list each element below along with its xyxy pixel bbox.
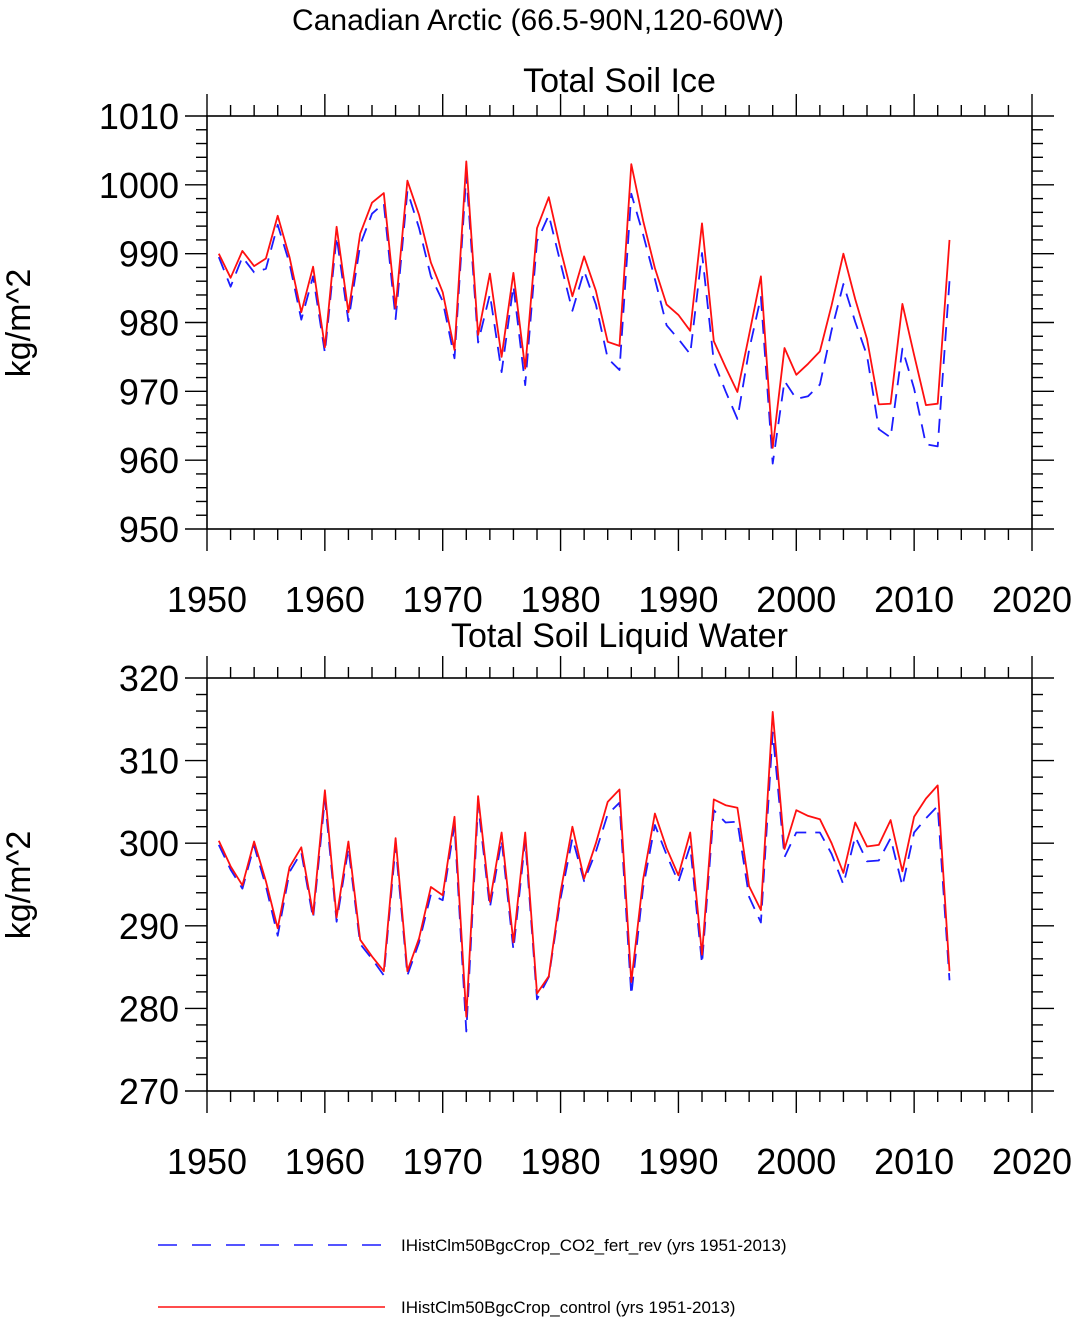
legend: IHistClm50BgcCrop_CO2_fert_rev (yrs 1951…	[158, 1236, 787, 1317]
x-tick-label: 2000	[756, 1141, 836, 1182]
x-tick-label: 2020	[992, 1141, 1072, 1182]
x-tick-label: 1950	[167, 1141, 247, 1182]
y-tick-label: 1010	[99, 96, 179, 137]
soil-ice-title: Total Soil Ice	[523, 62, 716, 100]
soil-liquid-water-title: Total Soil Liquid Water	[451, 617, 788, 655]
x-tick-label: 2010	[874, 1141, 954, 1182]
y-tick-label: 310	[119, 741, 179, 782]
x-tick-label: 1980	[521, 1141, 601, 1182]
x-tick-label: 2000	[756, 579, 836, 620]
y-tick-label: 290	[119, 906, 179, 947]
x-tick-label: 1980	[521, 579, 601, 620]
soil-liquid-water-ylabel: kg/m^2	[0, 831, 38, 940]
soil-liquid-water-control-line	[217, 711, 951, 1018]
x-tick-label: 1990	[638, 579, 718, 620]
x-tick-label: 1970	[403, 1141, 483, 1182]
x-tick-label: 1950	[167, 579, 247, 620]
y-tick-label: 1000	[99, 165, 179, 206]
x-tick-label: 2020	[992, 579, 1072, 620]
x-tick-label: 2010	[874, 579, 954, 620]
soil-liquid-water-co2-fert-rev-line	[217, 731, 951, 1033]
legend-label-control: IHistClm50BgcCrop_control (yrs 1951-2013…	[401, 1298, 735, 1317]
x-tick-label: 1960	[285, 579, 365, 620]
y-tick-label: 980	[119, 303, 179, 344]
y-tick-label: 280	[119, 988, 179, 1029]
soil-ice-plot-frame	[206, 115, 1033, 530]
y-tick-label: 990	[119, 234, 179, 275]
soil-ice-control-line	[217, 160, 951, 449]
soil-liquid-water-plot-frame	[206, 677, 1033, 1092]
soil-ice-panel: Total Soil Ice kg/m^2 950 960 970 980 990 1000 1…	[0, 62, 1072, 620]
y-tick-label: 970	[119, 371, 179, 412]
soil-liquid-water-panel: Total Soil Liquid Water kg/m^2 270 280 290 30…	[0, 617, 1072, 1182]
y-tick-label: 950	[119, 509, 179, 550]
legend-label-co2-fert-rev: IHistClm50BgcCrop_CO2_fert_rev (yrs 1951…	[401, 1236, 787, 1255]
main-title: Canadian Arctic (66.5-90N,120-60W)	[292, 4, 784, 37]
y-tick-label: 320	[119, 658, 179, 699]
soil-ice-ylabel: kg/m^2	[0, 269, 38, 378]
y-tick-label: 300	[119, 823, 179, 864]
y-tick-label: 270	[119, 1071, 179, 1112]
x-tick-label: 1960	[285, 1141, 365, 1182]
x-tick-label: 1970	[403, 579, 483, 620]
x-tick-label: 1990	[638, 1141, 718, 1182]
soil-ice-co2-fert-rev-line	[217, 173, 951, 465]
y-tick-label: 960	[119, 440, 179, 481]
